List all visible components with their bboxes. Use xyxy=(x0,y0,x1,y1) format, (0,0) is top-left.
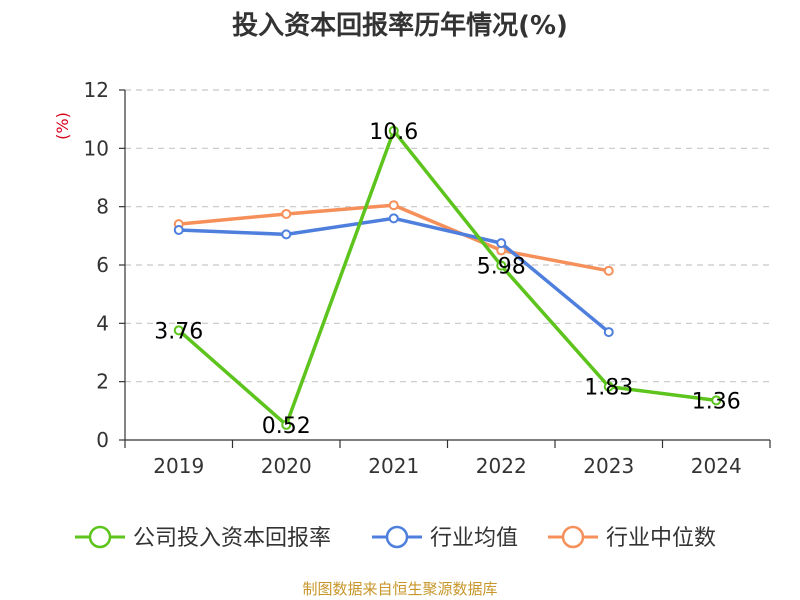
legend-swatch-marker xyxy=(561,525,585,549)
legend-swatch-marker xyxy=(385,525,409,549)
y-tick-label: 12 xyxy=(84,78,109,102)
legend: 公司投入资本回报率 行业均值 行业中位数 xyxy=(75,525,716,551)
data-label: 5.98 xyxy=(477,255,526,280)
x-tick-label: 2023 xyxy=(583,454,634,478)
data-point xyxy=(388,125,399,136)
y-tick-label: 0 xyxy=(96,428,109,452)
y-tick-label: 6 xyxy=(96,253,109,277)
data-point xyxy=(388,213,399,224)
grid-lines xyxy=(125,89,770,383)
data-point xyxy=(173,325,184,336)
data-label: 1.36 xyxy=(692,389,741,414)
data-point xyxy=(496,260,507,271)
y-tick-label: 2 xyxy=(96,370,109,394)
legend-label: 公司投入资本回报率 xyxy=(133,526,331,551)
data-point xyxy=(603,265,614,276)
legend-label: 行业均值 xyxy=(430,526,518,551)
legend-label: 行业中位数 xyxy=(606,526,716,551)
legend-swatch-marker xyxy=(88,525,112,549)
chart-title: 投入资本回报率历年情况(%) xyxy=(232,10,568,41)
x-tick-label: 2020 xyxy=(261,454,312,478)
y-axis-unit: (%) xyxy=(53,112,72,140)
x-tick-label: 2021 xyxy=(368,454,419,478)
data-label: 3.76 xyxy=(154,319,203,344)
data-point xyxy=(281,208,292,219)
data-point xyxy=(496,238,507,249)
x-tick-label: 2024 xyxy=(691,454,742,478)
data-label: 0.52 xyxy=(262,414,311,439)
y-tick-label: 8 xyxy=(96,195,109,219)
series xyxy=(173,125,722,430)
x-tick-label: 2019 xyxy=(153,454,204,478)
x-tick-label: 2022 xyxy=(476,454,527,478)
data-point xyxy=(281,419,292,430)
series-line-1 xyxy=(177,129,717,427)
data-point xyxy=(603,327,614,338)
data-point xyxy=(711,395,722,406)
axes: 0 2 4 6 8 10 12 2019 2020 2021 2022 2023 2024 xyxy=(84,78,771,478)
data-point xyxy=(388,200,399,211)
data-point xyxy=(603,381,614,392)
data-label: 10.6 xyxy=(369,120,418,145)
y-tick-label: 4 xyxy=(96,311,109,335)
source-note: 制图数据来自恒生聚源数据库 xyxy=(302,580,497,598)
data-point xyxy=(281,229,292,240)
data-point xyxy=(173,225,184,235)
data-labels: 3.76 0.52 10.6 5.98 1.83 1.36 xyxy=(154,120,740,439)
y-tick-label: 10 xyxy=(84,136,109,160)
data-label: 1.83 xyxy=(584,376,633,401)
